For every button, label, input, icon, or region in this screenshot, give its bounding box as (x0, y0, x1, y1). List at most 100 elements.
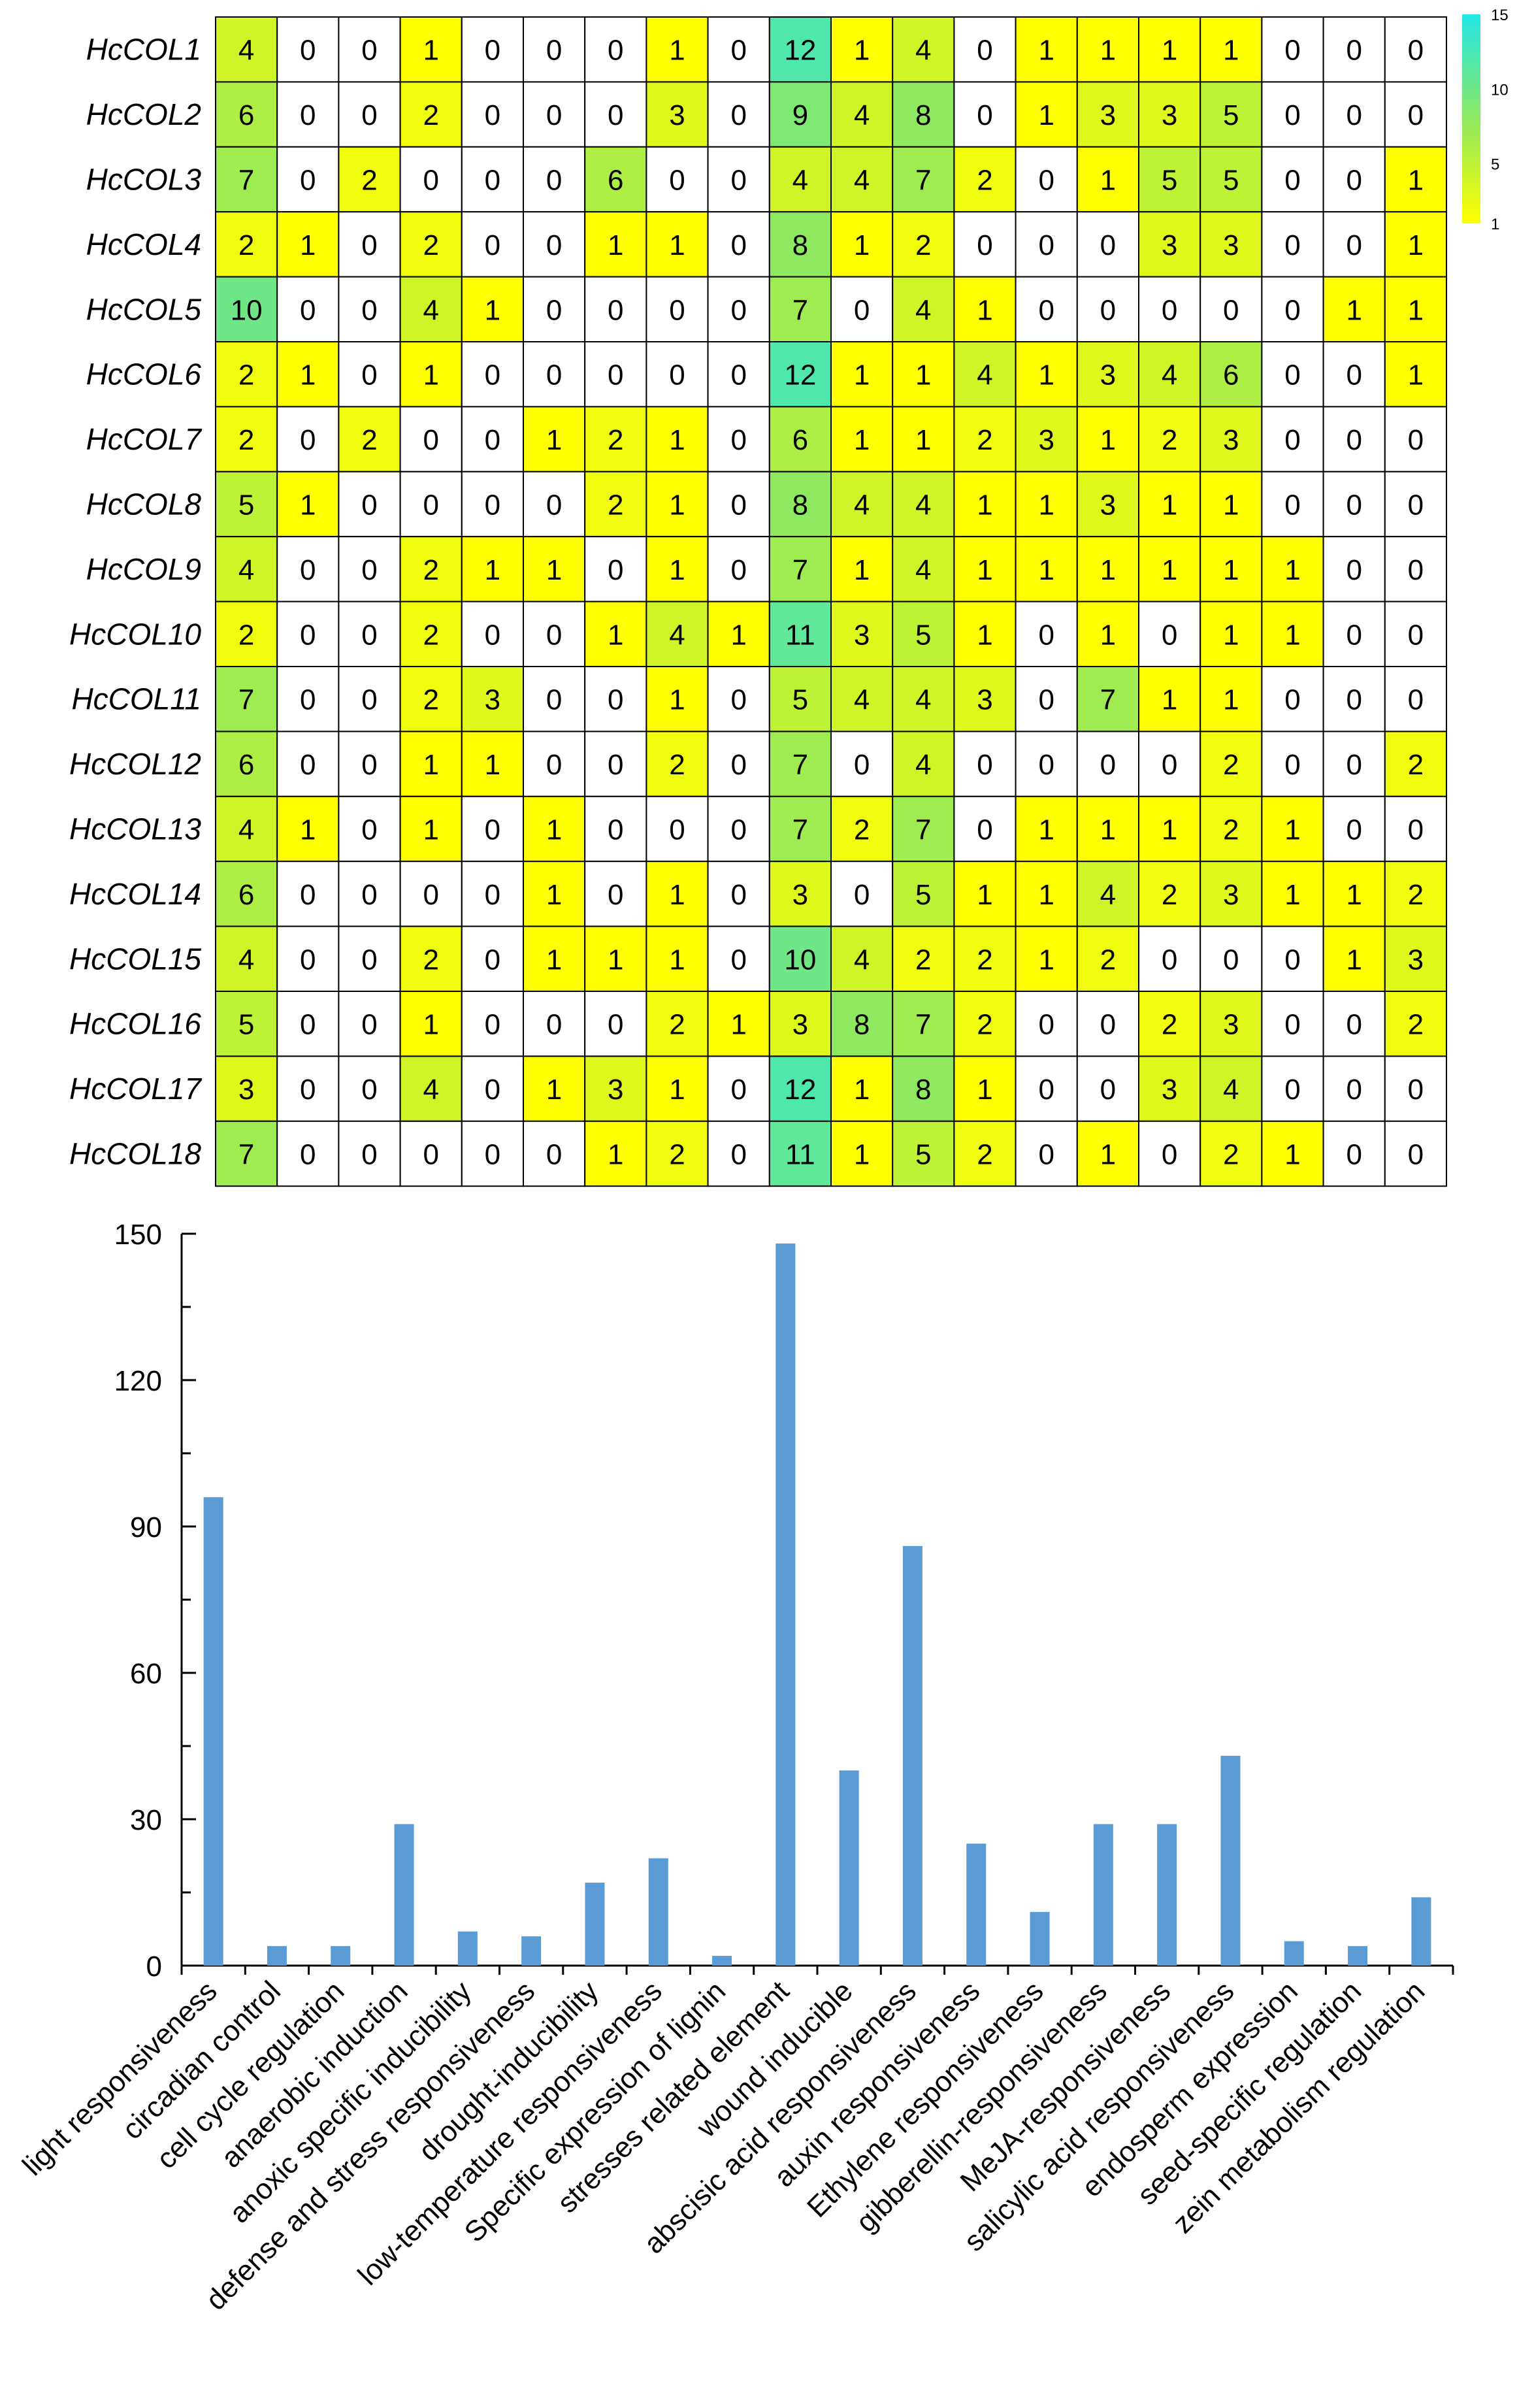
heatmap-cell-value: 0 (546, 229, 562, 261)
heatmap-row-label: HcCOL8 (86, 487, 202, 521)
heatmap-cell (215, 731, 278, 797)
heatmap-cell-value: 12 (784, 35, 816, 67)
heatmap-cell (1199, 1120, 1263, 1187)
heatmap-cell (1138, 1120, 1201, 1187)
heatmap-cell-value: 0 (1284, 1074, 1300, 1106)
heatmap-cell (953, 146, 1017, 213)
colorbar-gradient (1462, 14, 1480, 223)
heatmap-row-label: HcCOL15 (69, 942, 201, 976)
heatmap-cell-value: 0 (423, 489, 438, 521)
heatmap-cell-value: 1 (423, 35, 438, 67)
heatmap-cell (707, 861, 770, 927)
bar (1030, 1911, 1050, 1966)
heatmap-cell-value: 0 (1223, 944, 1239, 976)
heatmap-cell-value: 2 (669, 1009, 685, 1041)
heatmap-cell-value: 12 (784, 359, 816, 391)
heatmap-cell (892, 406, 955, 472)
heatmap-cell-value: 1 (608, 229, 623, 261)
heatmap-cell-value: 0 (546, 359, 562, 391)
heatmap-cell-value: 0 (300, 684, 316, 716)
heatmap-cell-value: 3 (792, 1009, 808, 1041)
heatmap-cell-value: 0 (300, 1074, 316, 1106)
heatmap-cell (1015, 16, 1078, 83)
heatmap-cell-value: 5 (915, 1139, 931, 1171)
heatmap-cell-value: 1 (1038, 554, 1054, 586)
heatmap-cell (645, 731, 709, 797)
heatmap-cell-value: 0 (361, 359, 377, 391)
heatmap-cell (523, 406, 586, 472)
heatmap-cell (523, 861, 586, 927)
heatmap-cell-value: 0 (1346, 99, 1362, 131)
heatmap-cell (1384, 16, 1448, 83)
heatmap-cell (1076, 211, 1140, 278)
bar (1284, 1941, 1304, 1966)
heatmap-cell-value: 5 (915, 879, 931, 911)
heatmap-cell-value: 0 (361, 489, 377, 521)
heatmap-cell (523, 211, 586, 278)
heatmap-cell-value: 0 (485, 1009, 500, 1041)
heatmap-cell (276, 146, 340, 213)
heatmap-cell-value: 0 (300, 554, 316, 586)
heatmap-row-label: HcCOL10 (69, 617, 201, 651)
heatmap-cell-value: 6 (238, 749, 254, 781)
heatmap-row-label: HcCOL1 (86, 33, 201, 67)
heatmap-cell-value: 0 (485, 1074, 500, 1106)
heatmap-cell (1015, 406, 1078, 472)
heatmap-cell-value: 1 (977, 879, 992, 911)
heatmap-cell-value: 0 (1162, 294, 1177, 326)
heatmap-cell-value: 4 (915, 35, 931, 67)
heatmap-cell (276, 341, 340, 408)
heatmap-cell-value: 0 (1408, 1139, 1424, 1171)
heatmap-cell-value: 0 (1038, 749, 1054, 781)
heatmap-cell-value: 2 (423, 554, 438, 586)
heatmap-cell-value: 0 (546, 489, 562, 521)
heatmap-cell (1384, 211, 1448, 278)
heatmap-cell-value: 0 (361, 944, 377, 976)
heatmap-cell-value: 0 (1100, 1074, 1116, 1106)
heatmap-cell (276, 276, 340, 343)
heatmap-cell (1199, 470, 1263, 538)
heatmap-cell-value: 0 (1346, 424, 1362, 456)
heatmap-cell (707, 211, 770, 278)
heatmap-cell (1076, 731, 1140, 797)
heatmap-cell-value: 1 (669, 554, 685, 586)
heatmap-cell (1199, 276, 1263, 343)
heatmap-cell-value: 11 (785, 1139, 815, 1171)
heatmap-cell-value: 1 (854, 35, 870, 67)
heatmap-cell-value: 1 (300, 229, 316, 261)
heatmap-cell-value: 3 (669, 99, 685, 131)
heatmap-cell (1384, 795, 1448, 863)
heatmap-cell-value: 0 (608, 294, 623, 326)
bar (902, 1545, 922, 1966)
heatmap-cell-value: 1 (854, 1139, 870, 1171)
heatmap-cell (399, 861, 463, 927)
heatmap-cell-value: 0 (608, 359, 623, 391)
heatmap-cell (645, 146, 709, 213)
heatmap-cell (645, 470, 709, 538)
heatmap-cell-value: 8 (792, 489, 808, 521)
heatmap-cell (584, 146, 647, 213)
heatmap-cell-value: 1 (300, 489, 316, 521)
heatmap-cell-value: 1 (854, 554, 870, 586)
heatmap-cell-value: 0 (485, 99, 500, 131)
bar (648, 1858, 668, 1966)
heatmap-cell-value: 0 (1346, 814, 1362, 846)
heatmap-cell-value: 0 (361, 814, 377, 846)
heatmap-cell-value: 7 (1100, 684, 1116, 716)
heatmap-cell-value: 1 (1038, 35, 1054, 67)
heatmap-cell (338, 601, 401, 667)
heatmap-row-label: HcCOL2 (86, 97, 201, 131)
heatmap-cell-value: 1 (1162, 554, 1177, 586)
heatmap-cell-value: 0 (1284, 294, 1300, 326)
heatmap-cell-value: 1 (1038, 359, 1054, 391)
heatmap-cell (1261, 991, 1324, 1057)
bar (1157, 1824, 1177, 1966)
heatmap-cell-value: 3 (1223, 1009, 1239, 1041)
heatmap-cell (645, 341, 709, 408)
heatmap-cell (1015, 925, 1078, 992)
heatmap-row-label: HcCOL17 (69, 1072, 202, 1106)
heatmap-cell-value: 0 (300, 35, 316, 67)
heatmap-cell-value: 4 (977, 359, 992, 391)
heatmap-cell-value: 0 (1038, 684, 1054, 716)
